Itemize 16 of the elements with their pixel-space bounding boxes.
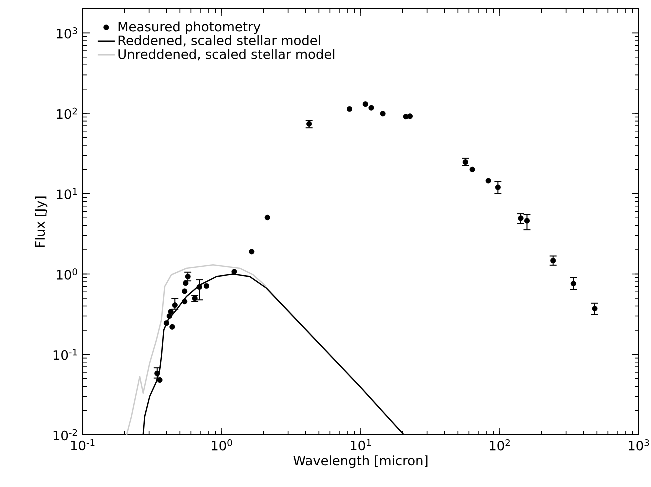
legend-label: Unreddened, scaled stellar model	[118, 49, 335, 61]
legend-label: Reddened, scaled stellar model	[118, 35, 320, 47]
x-tick-label: 10$^{3}$	[629, 440, 650, 451]
y-tick-label: 10$^{-1}$	[54, 349, 78, 360]
x-tick-label: 10$^{1}$	[351, 440, 372, 451]
y-tick-label: 10$^{-2}$	[54, 429, 78, 441]
x-tick-label: 10$^{-1}$	[71, 440, 95, 451]
y-tick-label: 10$^{1}$	[57, 188, 78, 200]
y-tick-label: 10$^{0}$	[57, 268, 78, 280]
legend-label: Measured photometry	[118, 22, 261, 34]
x-axis-title: Wavelength [micron]	[294, 456, 428, 468]
y-tick-label: 10$^{2}$	[57, 108, 78, 120]
x-tick-label: 10$^{0}$	[212, 440, 232, 451]
x-tick-label: 10$^{2}$	[490, 440, 510, 451]
y-tick-label: 10$^{3}$	[57, 28, 78, 39]
y-axis-title: Flux [Jy]	[35, 196, 48, 248]
